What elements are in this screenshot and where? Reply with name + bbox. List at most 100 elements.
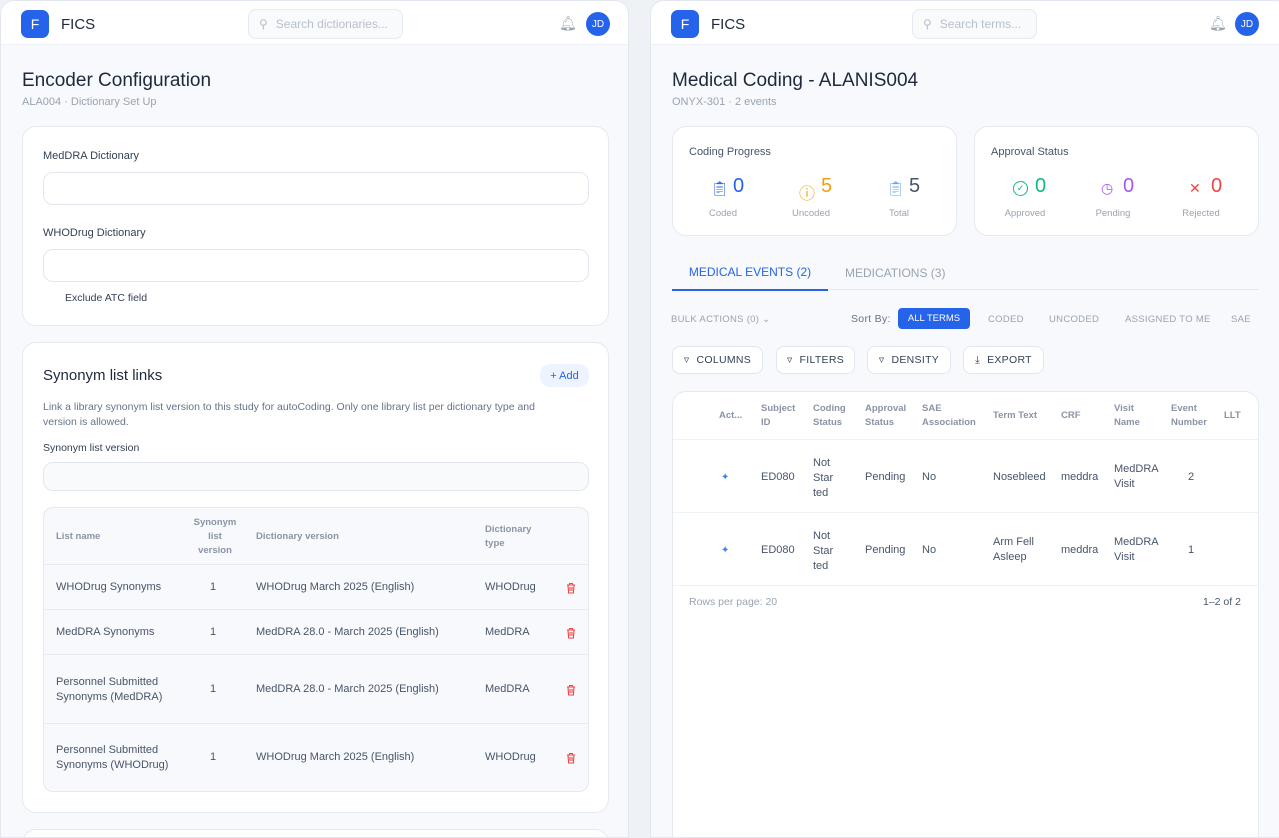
tab-medical-events[interactable]: MEDICAL EVENTS (2)	[672, 265, 828, 291]
pending-count: 0	[1123, 175, 1135, 197]
sort-sae[interactable]: SAE	[1231, 314, 1251, 325]
col-list-name: List name	[56, 531, 101, 542]
next-card	[22, 829, 609, 837]
dictionary-version: WHODrug March 2025 (English)	[256, 580, 415, 593]
app-header: F FICS ⚲ Search dictionaries... 🔔︎ JD	[1, 1, 628, 45]
medical-coding-panel: F FICS ⚲ Search terms... 🔔︎ JD Medical Co…	[650, 0, 1279, 838]
rows-per-page[interactable]: Rows per page: 20	[689, 596, 778, 608]
bulk-actions-dropdown[interactable]: BULK ACTIONS (0) ⌄	[671, 314, 771, 325]
download-icon: ⤓	[975, 353, 981, 366]
synonym-version: 1	[210, 625, 217, 638]
total-icon: 📋︎	[887, 180, 905, 196]
table-row: MedDRA Synonyms 1 MedDRA 28.0 - March 2025…	[44, 610, 588, 655]
search-icon: ⚲	[259, 17, 268, 31]
meddra-label: MedDRA Dictionary	[43, 150, 139, 162]
dictionary-type: MedDRA	[485, 625, 530, 638]
dictionary-version: WHODrug March 2025 (English)	[256, 751, 415, 763]
sort-all-terms[interactable]: ALL TERMS	[898, 308, 970, 329]
filters-button[interactable]: ▿ FILTERS	[776, 346, 855, 374]
dictionary-card: MedDRA Dictionary WHODrug Dictionary Exc…	[22, 126, 609, 326]
app-header: F FICS ⚲ Search terms... 🔔︎ JD	[651, 1, 1279, 45]
subject-id: ED080	[761, 544, 795, 556]
dictionary-type: MedDRA	[485, 682, 530, 695]
synonym-version: 1	[210, 751, 217, 763]
list-name: WHODrug Synonyms	[56, 580, 162, 593]
uncoded-label: Uncoded	[791, 208, 831, 219]
term-text: Arm Fell Asleep	[993, 536, 1034, 563]
col-dictionary-type: Dictionary type	[485, 524, 532, 549]
coding-progress-card: Coding Progress 📋︎ 0 Coded ⓘ 5 Uncoded 📋︎ 5 Tota…	[672, 126, 957, 236]
search-input[interactable]: ⚲ Search dictionaries...	[248, 9, 403, 39]
page-subtitle: ONYX-301 · 2 events	[672, 96, 777, 108]
coded-icon: 📋︎	[711, 180, 729, 196]
visit-name: MedDRA Visit	[1114, 536, 1159, 563]
dictionary-type: WHODrug	[485, 580, 536, 593]
avatar[interactable]: JD	[586, 12, 610, 36]
approval-status: Pending	[865, 544, 906, 556]
page-title: Medical Coding - ALANIS004	[672, 70, 919, 91]
column-header[interactable]: Approval Status	[865, 403, 907, 428]
approval-status: Pending	[865, 471, 906, 483]
export-button[interactable]: ⤓ EXPORT	[963, 346, 1044, 374]
events-table: Act... Subject ID Coding Status Approval St…	[672, 391, 1259, 837]
coding-status: Not Star ted	[813, 457, 834, 499]
uncoded-count: 5	[821, 175, 833, 197]
column-header[interactable]: CRF	[1061, 410, 1081, 421]
page-title: Encoder Configuration	[22, 70, 212, 91]
trash-icon[interactable]	[566, 626, 576, 639]
app-logo: F	[671, 10, 699, 38]
column-header[interactable]: LLT	[1224, 410, 1241, 421]
col-synonym-version: Synonym list version	[193, 517, 237, 556]
app-name: FICS	[711, 16, 746, 33]
page-subtitle: ALA004 · Dictionary Set Up	[22, 96, 157, 108]
list-name: MedDRA Synonyms	[56, 625, 155, 638]
coded-label: Coded	[709, 208, 737, 219]
whodrug-label: WHODrug Dictionary	[43, 227, 146, 239]
column-header[interactable]: Visit Name	[1114, 403, 1140, 428]
filter-icon: ▿	[878, 354, 885, 366]
synonym-version-field[interactable]	[43, 462, 589, 491]
table-row: Personnel Submitted Synonyms (MedDRA) 1 Me…	[44, 655, 588, 724]
trash-icon[interactable]	[566, 751, 576, 764]
sort-by-label: Sort By:	[851, 313, 891, 325]
exclude-atc-checkbox[interactable]: Exclude ATC field	[65, 292, 148, 304]
pending-label: Pending	[1095, 208, 1131, 219]
synonym-version-label: Synonym list version	[43, 442, 140, 454]
bell-icon[interactable]: 🔔︎	[1209, 15, 1227, 31]
sae-association: No	[922, 544, 937, 556]
trash-icon[interactable]	[566, 581, 576, 594]
sort-coded[interactable]: CODED	[988, 314, 1024, 325]
column-header[interactable]: Act...	[719, 410, 743, 421]
column-header[interactable]: Event Number	[1171, 403, 1207, 428]
columns-button[interactable]: ▿ COLUMNS	[672, 346, 763, 374]
search-input[interactable]: ⚲ Search terms...	[912, 9, 1037, 39]
list-name: Personnel Submitted Synonyms (MedDRA)	[56, 675, 163, 703]
col-dictionary-version: Dictionary version	[256, 531, 339, 542]
rejected-label: Rejected	[1182, 208, 1220, 219]
total-label: Total	[888, 208, 910, 219]
meddra-dictionary-field[interactable]	[43, 172, 589, 205]
density-button[interactable]: ▿ DENSITY	[867, 346, 951, 374]
filter-icon: ▿	[683, 354, 690, 366]
avatar[interactable]: JD	[1235, 12, 1259, 36]
trash-icon[interactable]	[566, 683, 576, 696]
sort-uncoded[interactable]: UNCODED	[1049, 314, 1100, 325]
synonym-description: Link a library synonym list version to t…	[43, 401, 535, 428]
dictionary-version: MedDRA 28.0 - March 2025 (English)	[256, 625, 439, 638]
coding-status: Not Star ted	[813, 530, 834, 572]
crf: meddra	[1061, 471, 1099, 483]
pending-icon: ◷	[1101, 180, 1114, 196]
tab-medications[interactable]: MEDICATIONS (3)	[845, 266, 946, 280]
expand-row-icon[interactable]: ✦	[721, 472, 730, 483]
whodrug-dictionary-field[interactable]	[43, 249, 589, 282]
column-header[interactable]: Term Text	[993, 410, 1037, 421]
add-synonym-button[interactable]: + Add	[540, 364, 589, 387]
expand-row-icon[interactable]: ✦	[721, 545, 730, 556]
column-header[interactable]: Coding Status	[813, 403, 846, 428]
sort-assigned-to-me[interactable]: ASSIGNED TO ME	[1125, 314, 1211, 325]
bell-icon[interactable]: 🔔︎	[559, 15, 577, 31]
approved-label: Approved	[1004, 208, 1046, 219]
column-header[interactable]: SAE Association	[922, 403, 976, 428]
column-header[interactable]: Subject ID	[761, 403, 796, 428]
rejected-count: 0	[1211, 175, 1223, 197]
